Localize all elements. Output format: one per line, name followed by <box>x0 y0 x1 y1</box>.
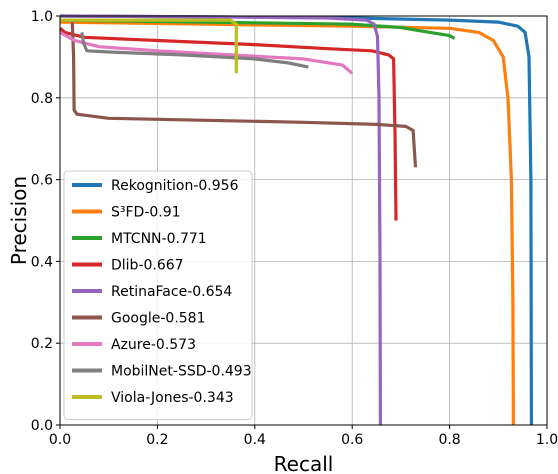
series-line-dlib <box>58 27 398 221</box>
x-tick-label: 0.2 <box>146 432 168 448</box>
legend-entry: Google-0.581 <box>111 311 206 327</box>
x-tick-label: 0.8 <box>438 432 460 448</box>
x-tick-label: 0.4 <box>244 432 266 448</box>
y-tick-label: 0.6 <box>31 173 53 189</box>
legend-entry: RetinaFace-0.654 <box>111 284 232 300</box>
ticks: 0.0 0.2 0.4 0.6 0.8 1.0 0.0 0.2 0.4 0.6 0.8 1.0 <box>31 9 558 448</box>
x-tick-label: 0.0 <box>49 432 71 448</box>
legend-entry: S³FD-0.91 <box>111 205 181 221</box>
legend-entry: MTCNN-0.771 <box>111 231 207 247</box>
x-tick-label: 0.6 <box>341 432 363 448</box>
y-tick-label: 0.8 <box>31 91 53 107</box>
series-line-mtcnn <box>59 18 456 40</box>
series-line-retinaface <box>59 14 382 426</box>
legend-entry: Viola-Jones-0.343 <box>111 390 234 406</box>
series-line-google <box>70 20 418 168</box>
series-line-mobilnet <box>80 32 309 69</box>
series-line-azure <box>59 31 354 75</box>
y-axis-label: Precision <box>7 176 31 265</box>
series-line-viola <box>60 18 238 74</box>
legend-entry: MobilNet-SSD-0.493 <box>111 364 252 380</box>
y-tick-label: 0.4 <box>31 254 53 270</box>
legend-entry: Rekognition-0.956 <box>111 178 239 194</box>
series-lines <box>58 14 533 426</box>
plot-frame <box>59 15 548 426</box>
legend-box <box>63 170 253 420</box>
legend-entry: Azure-0.573 <box>111 337 196 353</box>
legend-entry: Dlib-0.667 <box>111 258 184 274</box>
x-tick-label: 1.0 <box>536 432 558 448</box>
y-tick-label: 1.0 <box>31 9 53 25</box>
x-axis-label: Recall <box>274 452 334 474</box>
y-tick-label: 0.0 <box>31 418 53 434</box>
legend: Rekognition-0.956 S³FD-0.91 MTCNN-0.771 Dli… <box>63 170 253 420</box>
series-line-s³fd <box>59 20 515 426</box>
y-tick-label: 0.2 <box>31 336 53 352</box>
